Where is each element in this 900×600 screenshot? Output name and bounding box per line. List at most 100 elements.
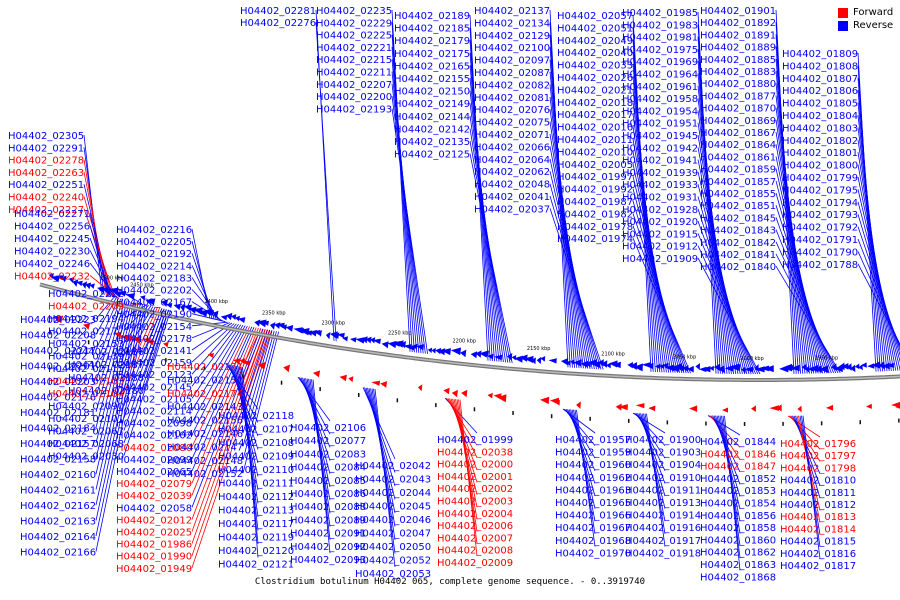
gene-label[interactable]: H04402_01957 — [555, 435, 631, 446]
gene-label[interactable]: H04402_02068 — [48, 439, 124, 450]
gene-label[interactable]: H04402_02201 — [20, 362, 96, 373]
gene-label[interactable]: H04402_01840 — [700, 262, 776, 273]
gene-label[interactable]: H04402_02108 — [218, 438, 294, 449]
gene-label[interactable]: H04402_02117 — [218, 519, 294, 530]
gene-label[interactable]: H04402_01945 — [622, 131, 698, 142]
gene-label[interactable]: H04402_02037 — [474, 204, 550, 215]
gene-label[interactable]: H04402_01877 — [700, 91, 776, 102]
gene-label[interactable]: H04402_02165 — [394, 61, 470, 72]
gene-label[interactable]: H04402_02086 — [290, 489, 366, 500]
gene-label[interactable]: H04402_02051 — [557, 23, 633, 34]
gene-label[interactable]: H04402_01792 — [782, 223, 858, 234]
gene-label[interactable]: H04402_02125 — [394, 150, 470, 161]
gene-label[interactable]: H04402_02080 — [116, 443, 192, 454]
gene-label[interactable]: H04402_01813 — [780, 512, 856, 523]
gene-label[interactable]: H04402_02081 — [474, 93, 550, 104]
gene-label[interactable]: H04402_02082 — [474, 80, 550, 91]
gene-label[interactable]: H04402_02207 — [316, 80, 392, 91]
gene-label[interactable]: H04402_02278 — [8, 156, 84, 167]
gene-label[interactable]: H04402_02227 — [8, 205, 84, 216]
gene-label[interactable]: H04402_01842 — [700, 238, 776, 249]
gene-label[interactable]: H04402_02203 — [20, 377, 96, 388]
gene-label[interactable]: H04402_02163 — [20, 517, 96, 528]
gene-label[interactable]: H04402_02156 — [167, 416, 243, 427]
gene-label[interactable]: H04402_01870 — [700, 104, 776, 115]
gene-label[interactable]: H04402_01920 — [622, 217, 698, 228]
gene-label[interactable]: H04402_02097 — [474, 56, 550, 67]
gene-label[interactable]: H04402_02209 — [48, 302, 124, 313]
gene-label[interactable]: H04402_01990 — [116, 552, 192, 563]
gene-label[interactable]: H04402_02162 — [20, 501, 96, 512]
gene-label[interactable]: H04402_01982 — [557, 209, 633, 220]
gene-label[interactable]: H04402_01853 — [700, 486, 776, 497]
gene-label[interactable]: H04402_02180 — [68, 386, 144, 397]
gene-label[interactable]: H04402_01954 — [622, 106, 698, 117]
gene-label[interactable]: H04402_02305 — [8, 131, 84, 142]
gene-label[interactable]: H04402_02085 — [290, 476, 366, 487]
gene-label[interactable]: H04402_02088 — [290, 502, 366, 513]
gene-label[interactable]: H04402_02038 — [437, 447, 513, 458]
gene-label[interactable]: H04402_02155 — [394, 74, 470, 85]
gene-label[interactable]: H04402_02071 — [474, 130, 550, 141]
gene-label[interactable]: H04402_02161 — [20, 486, 96, 497]
gene-label[interactable]: H04402_01963 — [555, 485, 631, 496]
gene-label[interactable]: H04402_02075 — [474, 118, 550, 129]
gene-label[interactable]: H04402_02153 — [48, 339, 124, 350]
gene-label[interactable]: H04402_01933 — [622, 180, 698, 191]
gene-label[interactable]: H04402_02167 — [116, 298, 192, 309]
gene-label[interactable]: H04402_01910 — [625, 473, 701, 484]
gene-label[interactable]: H04402_02006 — [437, 521, 513, 532]
gene-label[interactable]: H04402_02109 — [218, 452, 294, 463]
gene-label[interactable]: H04402_01869 — [700, 116, 776, 127]
gene-label[interactable]: H04402_02151 — [167, 375, 243, 386]
gene-label[interactable]: H04402_02184 — [20, 424, 96, 435]
gene-label[interactable]: H04402_02230 — [14, 247, 90, 258]
gene-label[interactable]: H04402_01981 — [622, 33, 698, 44]
gene-label[interactable]: H04402_01796 — [780, 439, 856, 450]
gene-label[interactable]: H04402_02214 — [116, 261, 192, 272]
gene-label[interactable]: H04402_02064 — [474, 155, 550, 166]
gene-label[interactable]: H04402_01985 — [622, 8, 698, 19]
gene-label[interactable]: H04402_02112 — [218, 492, 294, 503]
gene-label[interactable]: H04402_02049 — [557, 36, 633, 47]
gene-label[interactable]: H04402_01917 — [625, 536, 701, 547]
gene-label[interactable]: H04402_02202 — [116, 286, 192, 297]
gene-label[interactable]: H04402_02066 — [474, 142, 550, 153]
gene-label[interactable]: H04402_02225 — [316, 31, 392, 42]
gene-label[interactable]: H04402_02205 — [116, 237, 192, 248]
gene-label[interactable]: H04402_02183 — [116, 273, 192, 284]
gene-label[interactable]: H04402_02090 — [48, 402, 124, 413]
gene-label[interactable]: H04402_02181 — [20, 408, 96, 419]
gene-label[interactable]: H04402_02159 — [116, 358, 192, 369]
gene-label[interactable]: H04402_01868 — [700, 572, 776, 583]
gene-label[interactable]: H04402_02003 — [437, 497, 513, 508]
gene-label[interactable]: H04402_01804 — [782, 111, 858, 122]
gene-label[interactable]: H04402_02057 — [557, 11, 633, 22]
gene-label[interactable]: H04402_02026 — [557, 73, 633, 84]
gene-label[interactable]: H04402_01795 — [782, 185, 858, 196]
gene-label[interactable]: H04402_01883 — [700, 67, 776, 78]
gene-label[interactable]: H04402_01798 — [780, 463, 856, 474]
gene-label[interactable]: H04402_01962 — [555, 473, 631, 484]
gene-label[interactable]: H04402_01862 — [700, 548, 776, 559]
gene-label[interactable]: H04402_01892 — [700, 18, 776, 29]
gene-label[interactable]: H04402_01805 — [782, 99, 858, 110]
gene-label[interactable]: H04402_02171 — [167, 362, 243, 373]
gene-label[interactable]: H04402_02083 — [290, 449, 366, 460]
gene-label[interactable]: H04402_02119 — [218, 533, 294, 544]
gene-label[interactable]: H04402_02016 — [557, 123, 633, 134]
gene-label[interactable]: H04402_02050 — [355, 542, 431, 553]
gene-label[interactable]: H04402_02099 — [116, 455, 192, 466]
gene-label[interactable]: H04402_02179 — [394, 36, 470, 47]
gene-label[interactable]: H04402_02089 — [290, 515, 366, 526]
gene-label[interactable]: H04402_01949 — [116, 564, 192, 575]
gene-label[interactable]: H04402_01817 — [780, 561, 856, 572]
gene-label[interactable]: H04402_02106 — [290, 423, 366, 434]
gene-label[interactable]: H04402_01967 — [555, 523, 631, 534]
gene-label[interactable]: H04402_01812 — [780, 500, 856, 511]
gene-label[interactable]: H04402_02087 — [474, 68, 550, 79]
gene-label[interactable]: H04402_02216 — [116, 225, 192, 236]
gene-label[interactable]: H04402_02093 — [290, 555, 366, 566]
gene-label[interactable]: H04402_01915 — [622, 229, 698, 240]
gene-label[interactable]: H04402_01974 — [557, 234, 633, 245]
